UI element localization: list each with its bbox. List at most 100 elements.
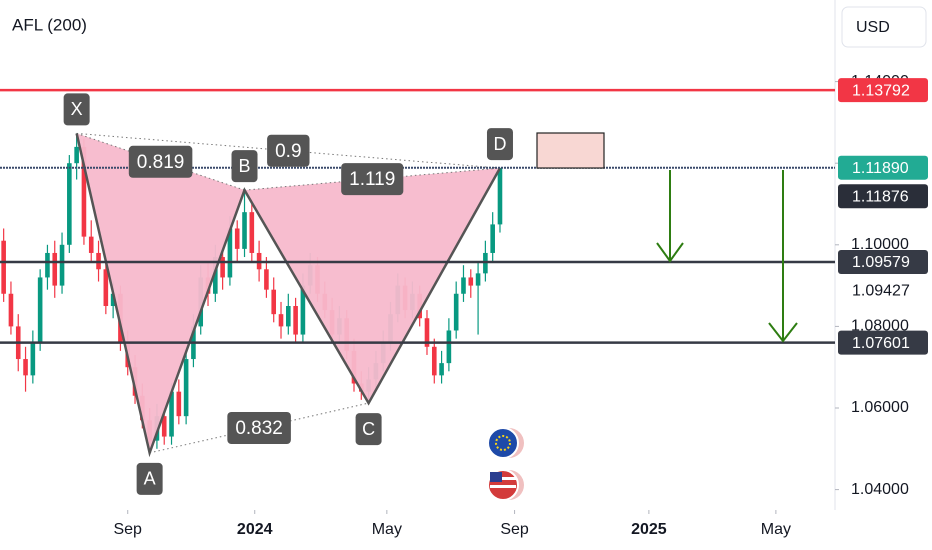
candle-body: [424, 318, 430, 347]
candle-body: [227, 228, 233, 278]
point-label: B: [239, 156, 251, 176]
x-tick-label: May: [761, 521, 791, 538]
plot-area: Sep 2024 May Sep 2025 May X A B C D 0.819 0.9 1.119 0.…: [0, 88, 835, 538]
currency-label[interactable]: USD: [856, 19, 890, 36]
candle-body: [249, 212, 255, 253]
candle-body: [468, 277, 474, 286]
candle-body: [242, 212, 247, 249]
candle-body: [475, 273, 481, 286]
candle-body: [286, 306, 291, 327]
candle-body: [88, 236, 94, 253]
point-label: A: [144, 469, 156, 489]
level-label-box: [838, 155, 928, 180]
ratio-label: 0.832: [235, 418, 283, 439]
level-label-box: [838, 78, 928, 103]
ratio-label-box: [227, 411, 291, 444]
ratio-label: 0.9: [275, 141, 301, 162]
price-label: 1.09427: [852, 282, 910, 299]
flag-stars: [495, 435, 511, 451]
point-label: D: [493, 134, 506, 154]
ratio-label: 0.819: [137, 152, 185, 173]
candle-body: [497, 168, 503, 225]
currency-button[interactable]: [841, 6, 927, 48]
candle-body: [453, 293, 459, 331]
candle-body: [30, 342, 36, 376]
y-tick-label: 1.10000: [851, 236, 909, 253]
chart-title: AFL (200): [12, 15, 87, 34]
level-label-box: [838, 249, 928, 274]
candle-body: [213, 257, 218, 294]
candle-body: [264, 269, 269, 290]
candle-body: [23, 359, 28, 376]
candle-body: [37, 277, 43, 343]
point-label-box: [486, 128, 513, 161]
event-flags: [487, 427, 524, 501]
pattern-legs: [75, 133, 502, 458]
candle-body: [446, 330, 452, 364]
candle-body: [59, 244, 65, 286]
level-label: 1.13792: [852, 82, 910, 99]
candle-body: [490, 224, 495, 253]
candle-body: [300, 285, 306, 335]
x-tick-label: Sep: [500, 521, 529, 538]
ratio-label: 1.119: [349, 169, 395, 190]
level-label-box: [838, 330, 928, 355]
candle-body: [110, 293, 116, 306]
x-tick-label: May: [372, 521, 402, 538]
candle-body: [234, 228, 240, 249]
point-label-box: [231, 150, 258, 183]
pattern-fill: [244, 168, 500, 404]
arrow: [656, 170, 684, 263]
point-label: X: [71, 99, 83, 119]
flag-eu: [487, 427, 519, 459]
candle-body: [8, 293, 14, 327]
pattern-fill: [76, 133, 245, 453]
flag-stripe: [490, 485, 516, 488]
ratio-label-box: [267, 134, 310, 167]
price-label: 1.11876: [852, 188, 909, 205]
flag-stripe: [490, 477, 516, 480]
y-tick-label: 1.08000: [851, 318, 909, 335]
candle-body: [461, 277, 466, 294]
level-label: 1.11890: [852, 160, 909, 177]
candle-body: [176, 391, 182, 417]
candle-body: [52, 252, 58, 286]
x-tick-label: Sep: [113, 521, 142, 538]
y-tick-label: 1.04000: [851, 481, 909, 498]
candle-body: [431, 346, 437, 376]
candle-body: [161, 416, 167, 437]
price-axis: 1.140001.120001.100001.080001.060001.040…: [835, 73, 928, 498]
candle-body: [278, 314, 284, 327]
point-label-box: [63, 93, 90, 126]
ratio-label-box: [341, 163, 404, 196]
level-label: 1.09579: [852, 254, 910, 271]
candle-body: [169, 391, 174, 437]
target-arrows: [656, 170, 798, 343]
candle-body: [74, 146, 79, 164]
point-label-box: [136, 462, 163, 495]
point-label: C: [362, 419, 375, 439]
candle-body: [81, 146, 87, 237]
candle-body: [1, 240, 6, 294]
x-tick-label: 2024: [237, 521, 273, 538]
y-tick-label: 1.06000: [851, 399, 909, 416]
candle-body: [220, 257, 225, 278]
arrow: [768, 170, 798, 343]
level-label: 1.07601: [852, 335, 910, 352]
candle-body: [183, 359, 189, 417]
point-label-box: [355, 413, 382, 446]
x-tick-label: 2025: [631, 521, 667, 538]
candle-body: [271, 289, 277, 315]
pattern-ratio-line: [149, 402, 369, 454]
ratio-label-box: [128, 145, 193, 178]
price-label-box: [838, 184, 928, 209]
flag-canton: [490, 472, 502, 482]
candle-body: [103, 269, 109, 306]
candle-body: [293, 306, 298, 335]
candle-body: [45, 252, 50, 278]
candle-body: [67, 163, 72, 245]
target-zone: [536, 132, 605, 169]
candle-body: [439, 363, 444, 376]
